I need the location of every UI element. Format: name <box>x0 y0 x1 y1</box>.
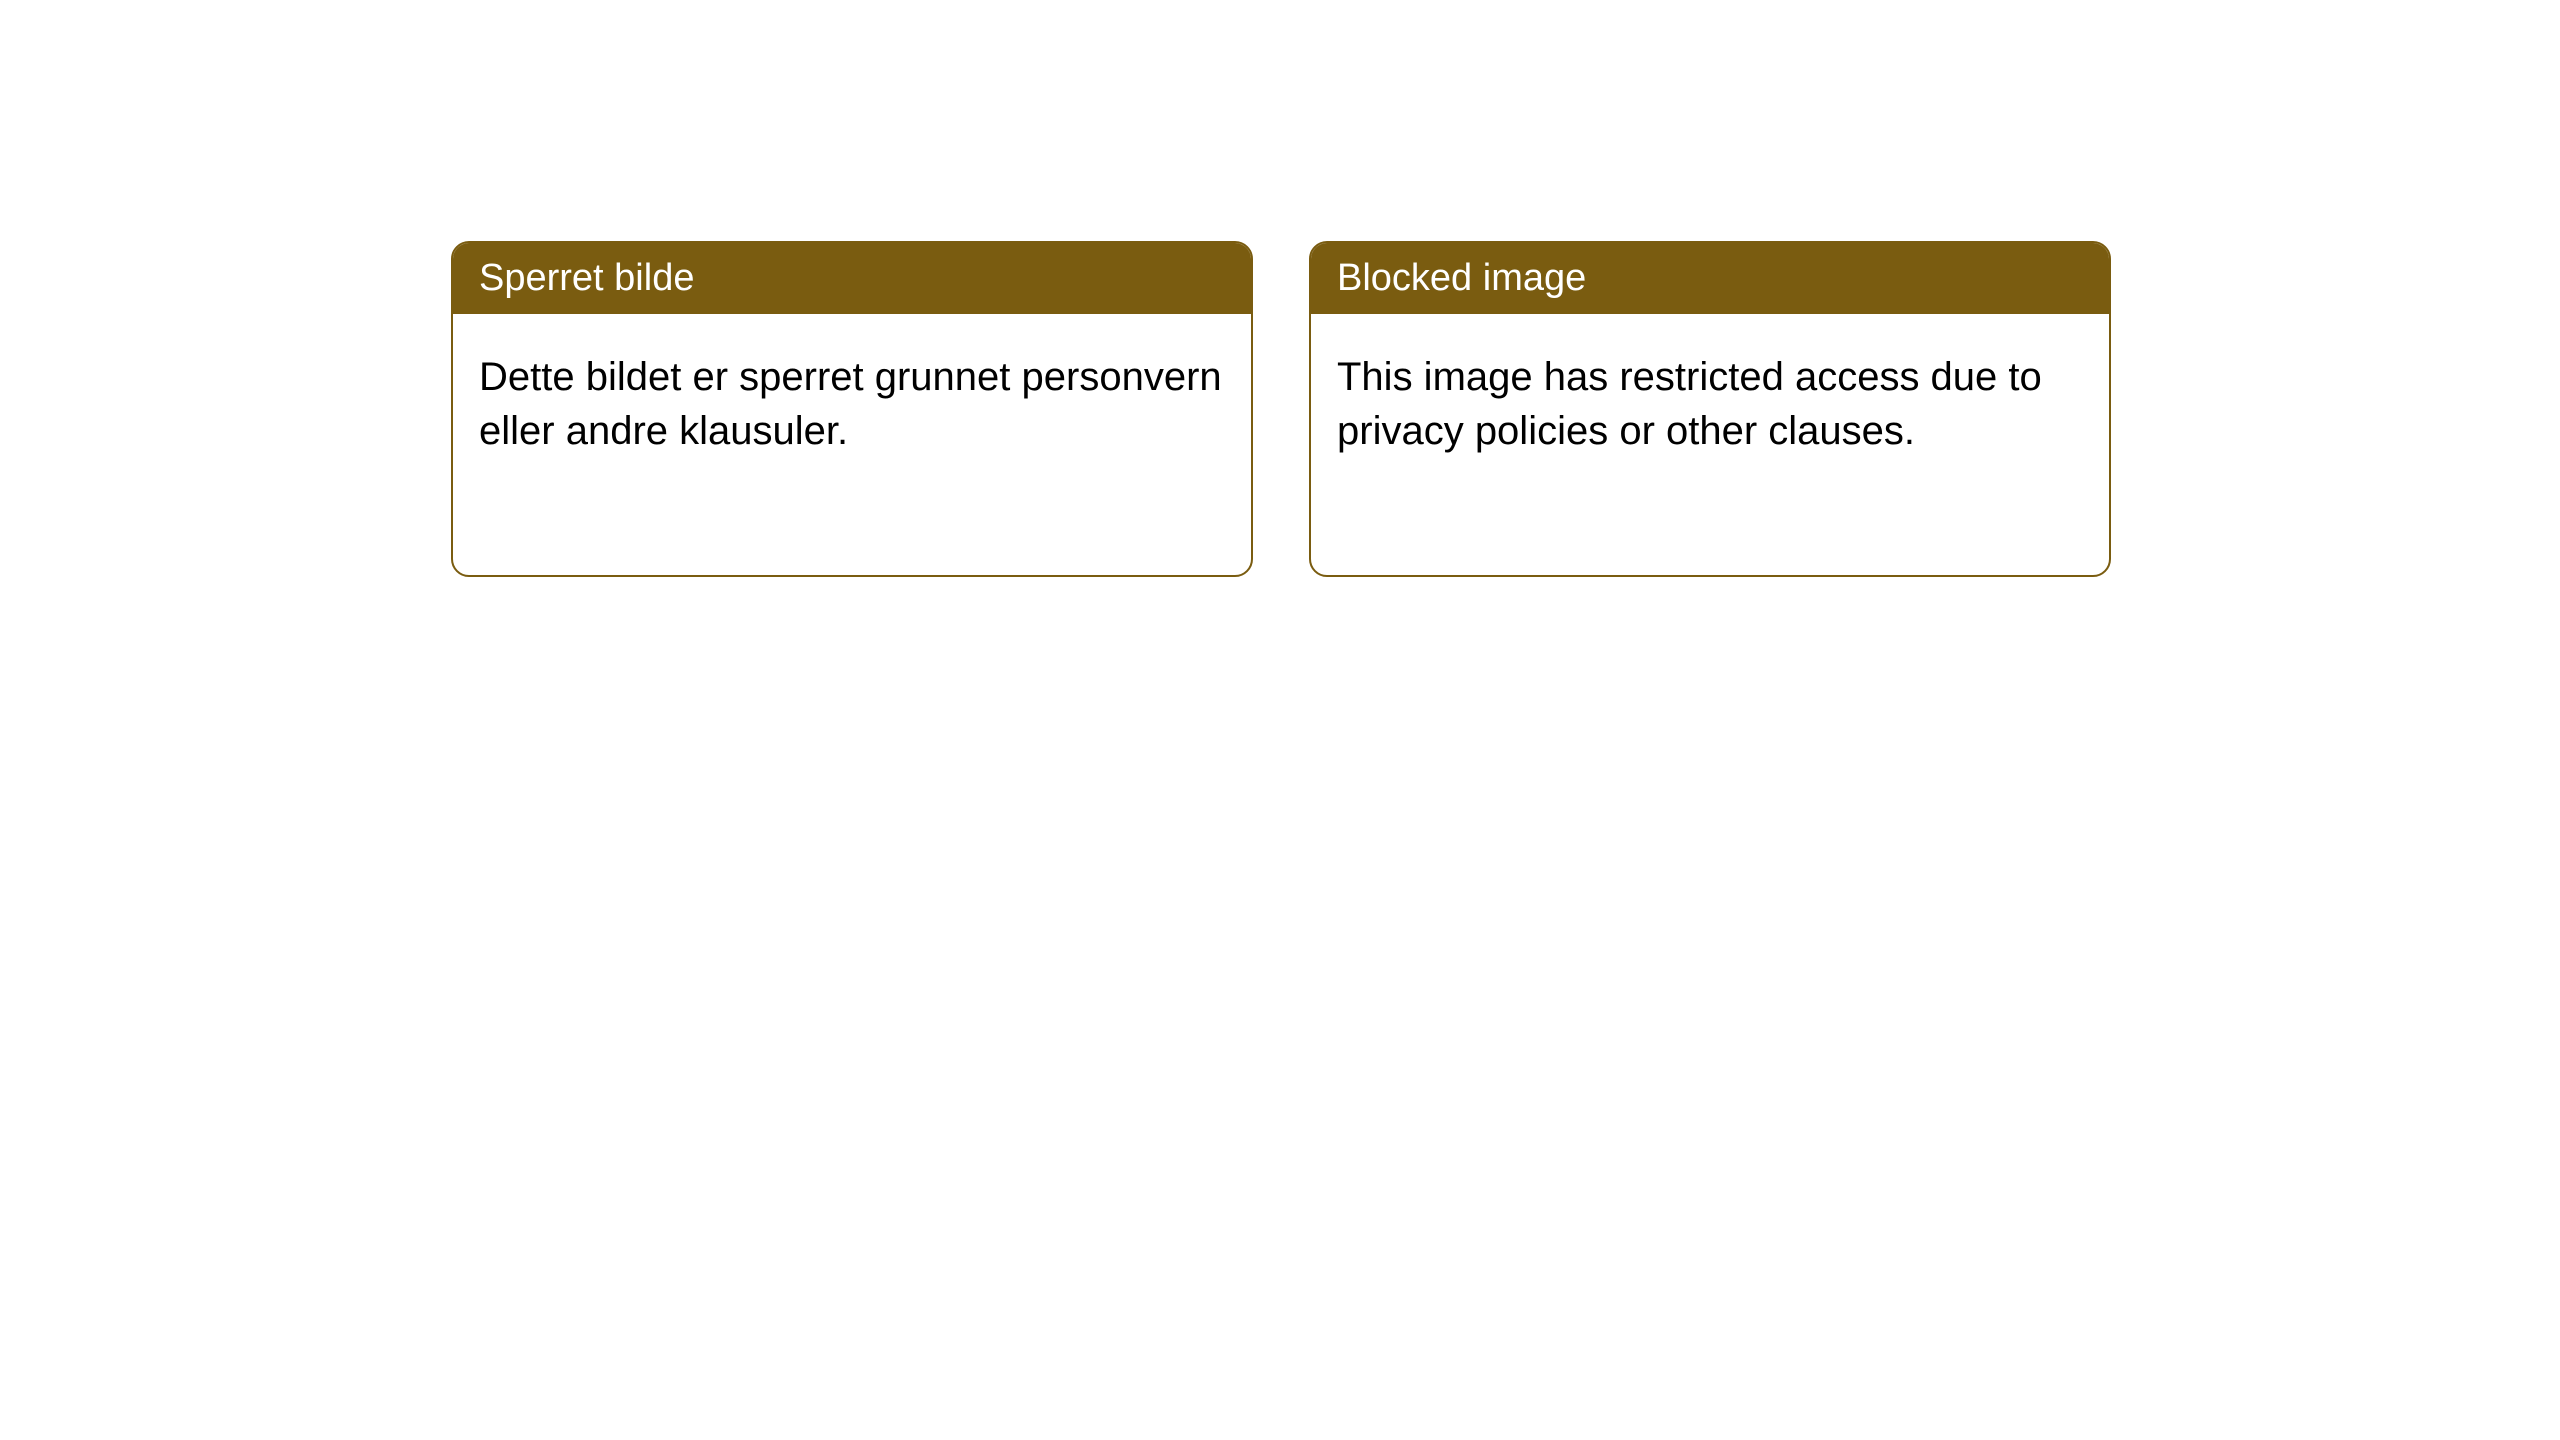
card-body-en: This image has restricted access due to … <box>1311 314 2109 494</box>
card-header-en: Blocked image <box>1311 243 2109 314</box>
card-title-no: Sperret bilde <box>479 257 694 299</box>
blocked-card-en: Blocked image This image has restricted … <box>1309 241 2111 577</box>
blocked-image-cards: Sperret bilde Dette bildet er sperret gr… <box>451 241 2111 577</box>
card-text-no: Dette bildet er sperret grunnet personve… <box>479 355 1222 453</box>
card-text-en: This image has restricted access due to … <box>1337 355 2042 453</box>
card-header-no: Sperret bilde <box>453 243 1251 314</box>
card-body-no: Dette bildet er sperret grunnet personve… <box>453 314 1251 494</box>
card-title-en: Blocked image <box>1337 257 1586 299</box>
blocked-card-no: Sperret bilde Dette bildet er sperret gr… <box>451 241 1253 577</box>
